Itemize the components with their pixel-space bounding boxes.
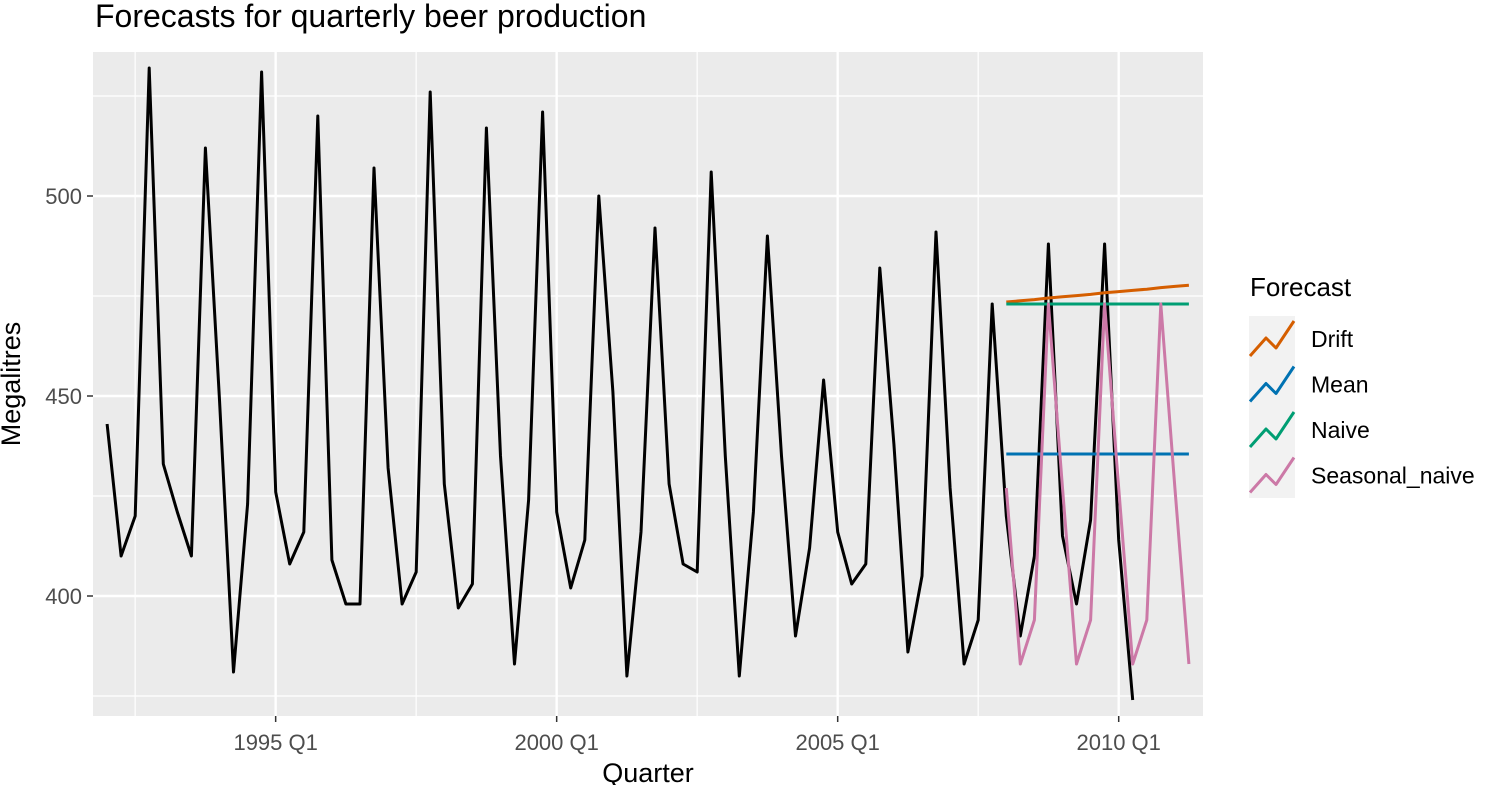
- legend-label-seasonal-naive: Seasonal_naive: [1311, 463, 1475, 489]
- seasonal-naive-legend-key: [1248, 456, 1296, 494]
- x-axis: 1995 Q1 2000 Q1 2005 Q1 2010 Q1: [233, 716, 1161, 755]
- y-axis: 400 450 500: [45, 184, 93, 609]
- y-tick-label: 450: [45, 384, 82, 409]
- drift-legend-key: [1248, 320, 1296, 357]
- drift-forecast-line: [1006, 283, 1190, 304]
- y-tick-label: 500: [45, 184, 82, 209]
- legend-label-naive: Naive: [1311, 417, 1370, 443]
- legend-label-drift: Drift: [1311, 326, 1354, 352]
- y-tick-label: 400: [45, 584, 82, 609]
- x-axis-title: Quarter: [602, 758, 694, 785]
- minor-gridlines: [93, 52, 1203, 716]
- x-tick-label: 2005 Q1: [795, 730, 879, 755]
- legend-title: Forecast: [1250, 272, 1352, 302]
- mean-legend-key: [1248, 365, 1296, 403]
- series-lines: [105, 66, 1191, 701]
- legend: Forecast Drift Mean Naive Seasonal_naive: [1248, 272, 1475, 498]
- naive-legend-key: [1248, 411, 1296, 448]
- x-tick-label: 2000 Q1: [514, 730, 598, 755]
- x-tick-label: 1995 Q1: [233, 730, 317, 755]
- chart-title: Forecasts for quarterly beer production: [95, 0, 646, 34]
- actual-series-line: [105, 66, 1135, 701]
- legend-label-mean: Mean: [1311, 372, 1369, 398]
- seasonal-naive-forecast-line: [1004, 302, 1191, 666]
- x-tick-label: 2010 Q1: [1076, 730, 1160, 755]
- y-axis-title: Megalitres: [0, 322, 26, 447]
